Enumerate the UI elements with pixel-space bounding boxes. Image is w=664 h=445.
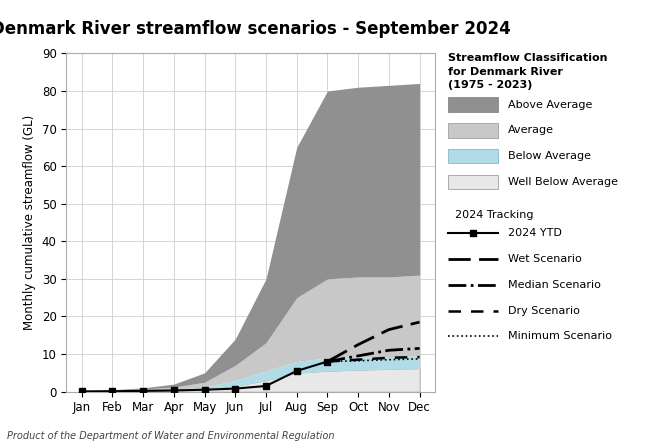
Text: Dry Scenario: Dry Scenario xyxy=(508,306,580,316)
Text: Above Average: Above Average xyxy=(508,100,592,109)
Y-axis label: Monthly cumulative streamflow (GL): Monthly cumulative streamflow (GL) xyxy=(23,115,37,330)
Text: Average: Average xyxy=(508,125,554,135)
Text: 2024 YTD: 2024 YTD xyxy=(508,228,562,238)
Text: Streamflow Classification
for Denmark River
(1975 - 2023): Streamflow Classification for Denmark Ri… xyxy=(448,53,608,90)
Text: Product of the Department of Water and Environmental Regulation: Product of the Department of Water and E… xyxy=(7,432,334,441)
Text: Minimum Scenario: Minimum Scenario xyxy=(508,332,612,341)
Text: Well Below Average: Well Below Average xyxy=(508,177,618,187)
Text: Below Average: Below Average xyxy=(508,151,591,161)
Text: Wet Scenario: Wet Scenario xyxy=(508,254,582,264)
Text: Denmark River streamflow scenarios - September 2024: Denmark River streamflow scenarios - Sep… xyxy=(0,20,511,38)
Text: 2024 Tracking: 2024 Tracking xyxy=(455,210,533,220)
Text: Median Scenario: Median Scenario xyxy=(508,280,601,290)
